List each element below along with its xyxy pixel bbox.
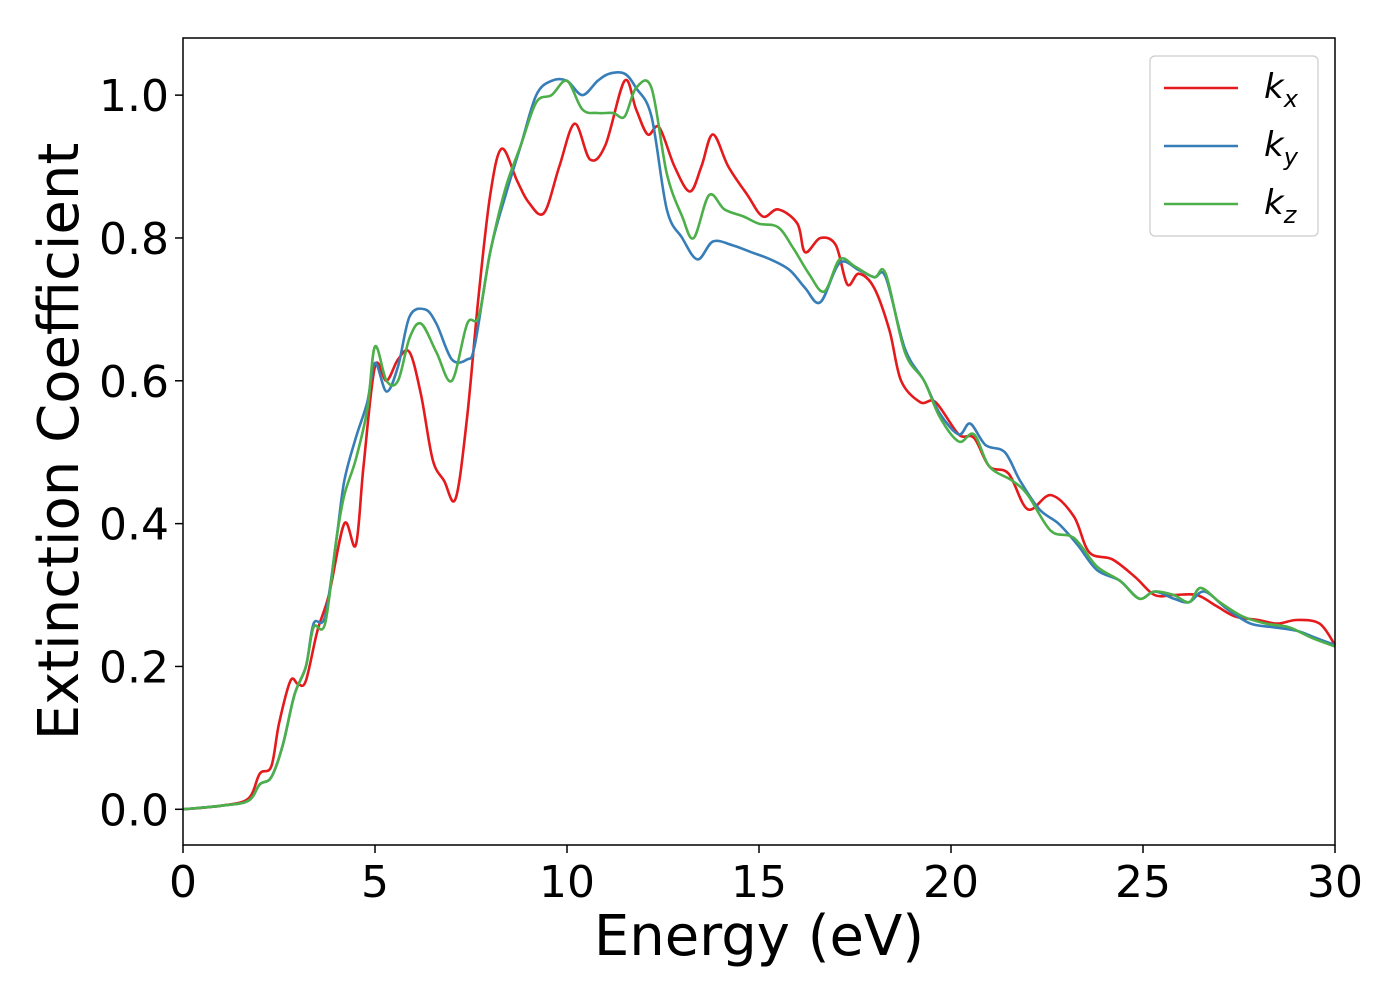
x-tick-label: 30 bbox=[1307, 857, 1363, 908]
legend-label-z: kz bbox=[1264, 183, 1298, 229]
plot-lines bbox=[182, 71, 1337, 811]
y-tick-label: 0.6 bbox=[99, 357, 169, 408]
legend: kx ky kz bbox=[1149, 55, 1319, 237]
y-tick-label: 0.8 bbox=[99, 214, 169, 265]
y-axis-title: Extinction Coefficient bbox=[27, 143, 92, 741]
x-axis: 0 5 10 15 20 25 30 bbox=[169, 845, 1363, 908]
y-axis: 0.0 0.2 0.4 0.6 0.8 1.0 bbox=[99, 71, 183, 836]
y-tick-label: 0.0 bbox=[99, 785, 169, 836]
series-line-x bbox=[182, 78, 1337, 811]
x-tick-label: 0 bbox=[169, 857, 197, 908]
x-tick-label: 20 bbox=[923, 857, 979, 908]
legend-label-x: kx bbox=[1264, 67, 1299, 113]
x-tick-label: 5 bbox=[361, 857, 389, 908]
series-line-z bbox=[182, 79, 1336, 811]
y-tick-label: 0.2 bbox=[99, 642, 169, 693]
x-tick-label: 15 bbox=[731, 857, 787, 908]
y-tick-label: 1.0 bbox=[99, 71, 169, 122]
legend-label-y: ky bbox=[1264, 125, 1299, 171]
x-tick-label: 25 bbox=[1115, 857, 1171, 908]
x-tick-label: 10 bbox=[539, 857, 595, 908]
y-tick-label: 0.4 bbox=[99, 500, 169, 551]
series-line-y bbox=[182, 71, 1336, 811]
x-axis-title: Energy (eV) bbox=[594, 904, 924, 969]
